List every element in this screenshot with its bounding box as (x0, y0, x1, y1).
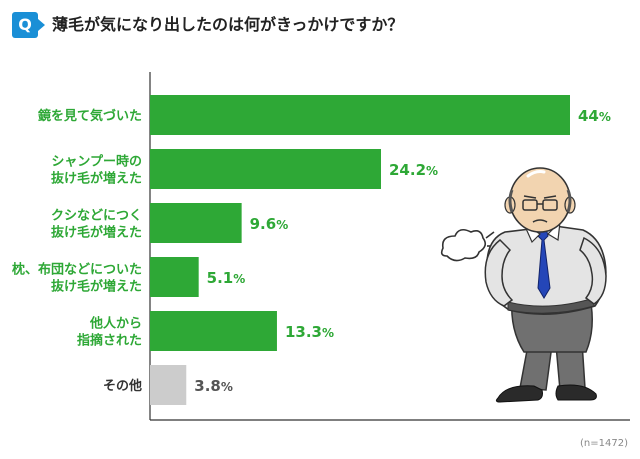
sigh-puff-icon (440, 228, 496, 262)
category-label-2-0: クシなどにつく (51, 209, 142, 224)
man-head (509, 167, 571, 233)
bar-1 (150, 149, 381, 189)
man-right-arm (579, 236, 607, 305)
value-number-5: 3.8 (194, 377, 221, 395)
value-label-3: 5.1% (207, 269, 246, 287)
category-label-3-1: 抜け毛が増えた (51, 279, 142, 295)
bar-5 (150, 365, 187, 405)
value-label-0: 44% (578, 107, 611, 125)
bar-3 (150, 257, 199, 297)
bar-0 (150, 95, 570, 135)
value-number-1: 24.2 (389, 161, 426, 179)
category-label-4-0: 他人から (89, 316, 142, 332)
value-label-2: 9.6% (250, 215, 289, 233)
glasses-icon (522, 199, 558, 211)
bar-4 (150, 311, 277, 351)
value-unit-2: % (276, 218, 288, 232)
value-unit-4: % (322, 326, 334, 340)
category-label-2-1: 抜け毛が増えた (51, 225, 142, 241)
value-number-0: 44 (578, 107, 599, 125)
category-label-5-0: その他 (103, 378, 142, 394)
man-left-arm (484, 239, 514, 307)
man-belt (507, 297, 595, 314)
category-label-1-0: シャンプー時の (51, 154, 142, 170)
chart-title: 薄毛が気になり出したのは何がきっかけですか？ (52, 15, 404, 34)
man-hair (508, 189, 572, 213)
category-label-1-1: 抜け毛が増えた (51, 171, 142, 187)
category-label-4-1: 指摘された (77, 333, 142, 349)
value-label-1: 24.2% (389, 161, 438, 179)
category-label-3-0: 枕、布団などについた (12, 262, 142, 278)
value-label-4: 13.3% (285, 323, 334, 341)
value-unit-1: % (426, 164, 438, 178)
value-unit-3: % (233, 272, 245, 286)
sample-size-note: (n=1472) (580, 438, 628, 449)
value-label-5: 3.8% (194, 377, 233, 395)
man-left-shoe (495, 385, 543, 403)
man-right-shoe (555, 384, 597, 401)
bar-2 (150, 203, 242, 243)
question-badge-arrow-icon (38, 19, 45, 31)
value-unit-5: % (221, 380, 233, 394)
value-number-4: 13.3 (285, 323, 322, 341)
question-badge: Q (12, 12, 38, 38)
value-unit-0: % (599, 110, 611, 124)
value-number-3: 5.1 (207, 269, 234, 287)
category-label-0-0: 鏡を見て気づいた (38, 108, 142, 124)
value-number-2: 9.6 (250, 215, 277, 233)
